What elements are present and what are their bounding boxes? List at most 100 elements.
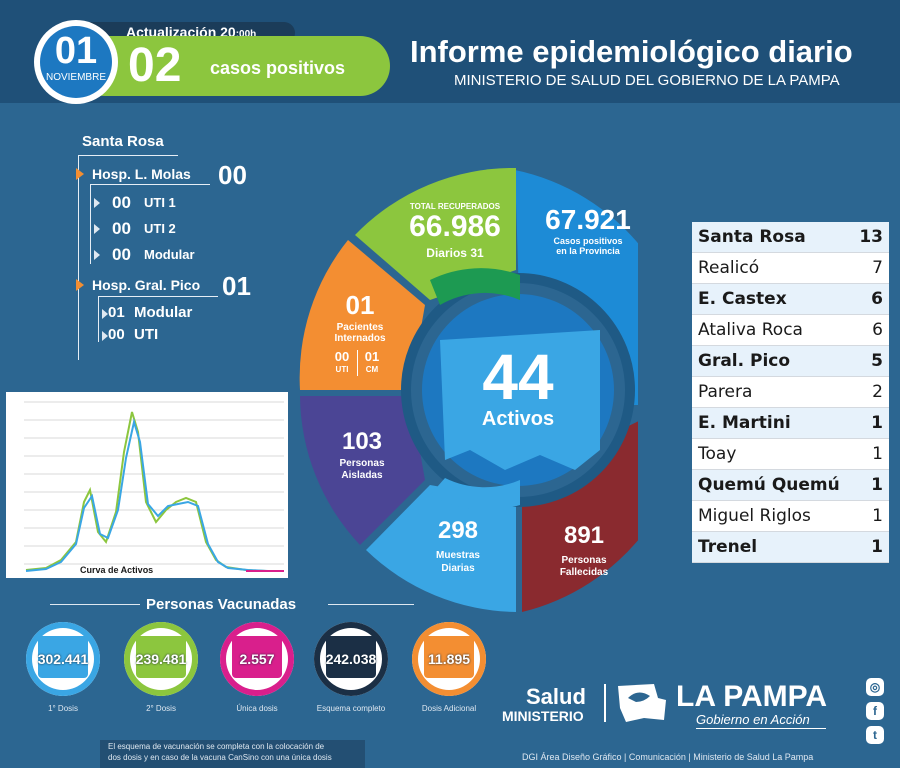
molas-row-label: Modular bbox=[144, 247, 195, 262]
new-cases-count: 02 bbox=[128, 39, 182, 92]
divider bbox=[357, 350, 358, 376]
recovered-value: 66.986 bbox=[409, 210, 501, 243]
province-shape-icon bbox=[424, 636, 474, 678]
divider bbox=[90, 184, 91, 264]
report-subtitle: MINISTERIO DE SALUD DEL GOBIERNO DE LA P… bbox=[454, 72, 840, 89]
divider bbox=[78, 155, 79, 360]
samples-label1: Muestras bbox=[436, 550, 480, 561]
molas-row-value: 00 bbox=[112, 193, 131, 212]
locality-row: E. Castex 6 bbox=[692, 283, 889, 315]
molas-row-label: UTI 1 bbox=[144, 195, 176, 210]
la-pampa-label: LA PAMPA bbox=[676, 680, 828, 713]
province-shape-icon bbox=[326, 636, 376, 678]
locality-name: Miguel Riglos bbox=[692, 500, 849, 532]
hospital-molas-name: Hosp. L. Molas bbox=[92, 166, 191, 182]
date-day: 01 bbox=[54, 30, 98, 72]
locality-name: Gral. Pico bbox=[692, 345, 849, 377]
hospitalized-uti-label: UTI bbox=[335, 365, 349, 374]
localities-table: Santa Rosa 13 Realicó 7 E. Castex 6 Ataliva Ro… bbox=[692, 222, 889, 563]
isolated-label2: Aisladas bbox=[341, 470, 383, 481]
new-cases-pill bbox=[75, 36, 390, 96]
province-shape-icon bbox=[38, 636, 88, 678]
locality-name: Santa Rosa bbox=[692, 222, 849, 253]
hospitalized-label1: Pacientes bbox=[336, 322, 384, 333]
locality-name: E. Martini bbox=[692, 407, 849, 439]
locality-row: Trenel 1 bbox=[692, 531, 889, 563]
hospitalized-uti-value: 00 bbox=[334, 349, 350, 364]
locality-row: Parera 2 bbox=[692, 376, 889, 408]
locality-count: 1 bbox=[849, 531, 889, 563]
vaccine-value: 239.481 bbox=[135, 651, 187, 667]
locality-name: E. Castex bbox=[692, 283, 849, 315]
locality-row: Santa Rosa 13 bbox=[692, 222, 889, 253]
molas-row-value: 00 bbox=[112, 219, 131, 238]
recovered-daily: Diarios 31 bbox=[426, 246, 484, 260]
hospitalized-cm-label: CM bbox=[365, 365, 379, 374]
province-shape-icon bbox=[232, 636, 282, 678]
vaccines-title: Personas Vacunadas bbox=[146, 596, 297, 613]
gobierno-label: Gobierno en Acción bbox=[696, 712, 810, 727]
salud-label: Salud bbox=[526, 684, 586, 709]
vaccine-value: 302.441 bbox=[37, 651, 89, 667]
deaths-label1: Personas bbox=[561, 555, 607, 566]
vaccine-label: Única dosis bbox=[236, 704, 278, 713]
isolated-label1: Personas bbox=[339, 458, 385, 469]
divider bbox=[78, 155, 178, 156]
facebook-icon[interactable]: f bbox=[866, 702, 884, 720]
deaths-value: 891 bbox=[563, 522, 605, 549]
locality-row: Miguel Riglos 1 bbox=[692, 500, 889, 532]
la-pampa-logo-icon bbox=[618, 684, 666, 722]
samples-value: 298 bbox=[437, 517, 479, 544]
chevron-right-icon bbox=[102, 331, 108, 341]
locality-count: 5 bbox=[849, 345, 889, 377]
locality-row: E. Martini 1 bbox=[692, 407, 889, 439]
pico-row-label: UTI bbox=[134, 326, 159, 343]
isolated-value: 103 bbox=[341, 428, 383, 455]
date-badge-inner bbox=[40, 26, 112, 98]
hospital-molas-total: 00 bbox=[218, 160, 247, 190]
locality-count: 2 bbox=[849, 376, 889, 408]
stats-wheel bbox=[299, 168, 638, 612]
deaths-label2: Fallecidas bbox=[559, 567, 609, 578]
instagram-icon[interactable]: ◎ bbox=[866, 678, 884, 696]
vaccines-note2: dos dosis y en caso de la vacuna CanSino… bbox=[108, 753, 332, 762]
recovered-label: TOTAL RECUPERADOS bbox=[409, 202, 501, 211]
chevron-right-icon bbox=[94, 224, 100, 234]
positives-value: 67.921 bbox=[545, 204, 631, 235]
arrow-icon bbox=[76, 279, 84, 291]
locality-name: Quemú Quemú bbox=[692, 469, 849, 501]
active-label: Activos bbox=[481, 408, 555, 430]
pico-row-value: 00 bbox=[108, 326, 125, 343]
locality-row: Realicó 7 bbox=[692, 252, 889, 284]
arrow-icon bbox=[76, 168, 84, 180]
vaccine-label: 2° Dosis bbox=[146, 704, 176, 713]
report-title: Informe epidemiológico diario bbox=[410, 34, 853, 69]
divider bbox=[90, 184, 210, 185]
pico-row-label: Modular bbox=[134, 304, 193, 321]
molas-row-value: 00 bbox=[112, 245, 131, 264]
vaccine-value: 242.038 bbox=[325, 651, 377, 667]
hospital-pico-name: Hosp. Gral. Pico bbox=[92, 277, 201, 293]
twitter-icon[interactable]: t bbox=[866, 726, 884, 744]
chevron-right-icon bbox=[94, 198, 100, 208]
positives-label2: en la Provincia bbox=[556, 246, 620, 256]
hospitalized-cm-value: 01 bbox=[364, 349, 380, 364]
vaccine-label: 1° Dosis bbox=[48, 704, 78, 713]
ministerio-label: MINISTERIO bbox=[502, 708, 584, 724]
divider bbox=[98, 296, 99, 342]
hospitalized-label2: Internados bbox=[334, 333, 386, 344]
locality-count: 6 bbox=[849, 314, 889, 346]
new-cases-label: casos positivos bbox=[210, 58, 346, 78]
date-month: NOVIEMBRE bbox=[45, 72, 106, 83]
active-value: 44 bbox=[482, 341, 554, 413]
locality-row: Toay 1 bbox=[692, 438, 889, 470]
divider bbox=[98, 296, 218, 297]
divider bbox=[604, 684, 606, 722]
vaccine-label: Dosis Adicional bbox=[421, 704, 477, 713]
localities-body: Santa Rosa 13 Realicó 7 E. Castex 6 Ataliva Ro… bbox=[692, 222, 889, 563]
vaccine-value: 11.895 bbox=[427, 651, 471, 667]
chart-caption: Curva de Activos bbox=[80, 565, 154, 575]
footer-credits: DGI Área Diseño Gráfico | Comunicación |… bbox=[522, 752, 814, 762]
locality-count: 1 bbox=[849, 469, 889, 501]
molas-row-label: UTI 2 bbox=[144, 221, 176, 236]
